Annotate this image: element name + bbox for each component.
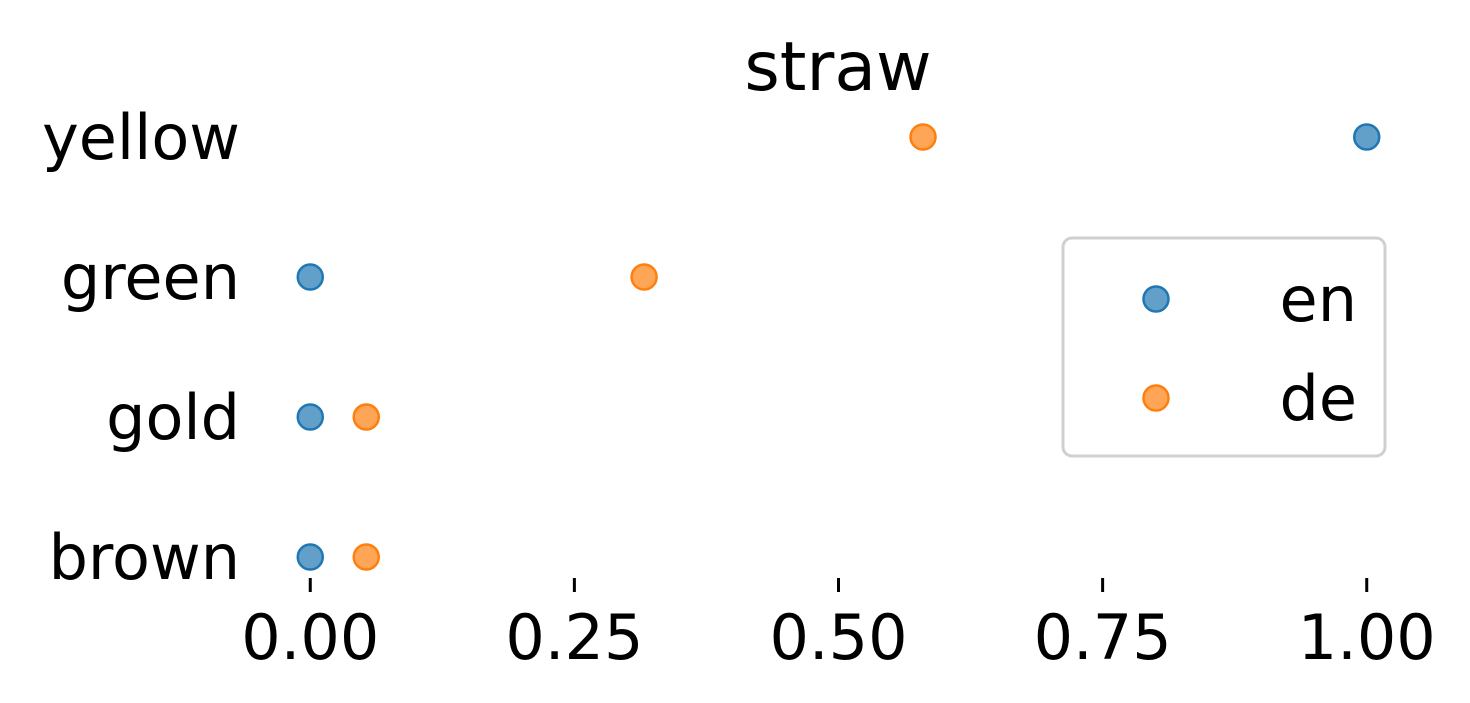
point-en-green [296, 263, 325, 291]
point-en-yellow [1352, 123, 1381, 151]
legend: en de [1061, 236, 1387, 458]
legend-label-en: en [1280, 263, 1357, 336]
point-de-yellow [909, 123, 937, 151]
legend-items: en de [1142, 263, 1358, 435]
x-tick-label: 1.00 [1298, 601, 1436, 674]
y-axis-labels: yellow green gold brown [42, 101, 240, 594]
y-tick-label-green: green [61, 241, 240, 314]
x-axis: 0.00 0.25 0.50 0.75 1.00 [241, 578, 1436, 674]
y-tick-label-brown: brown [49, 521, 240, 594]
point-en-gold [296, 403, 325, 431]
y-tick-label-yellow: yellow [42, 101, 240, 174]
point-de-green [630, 263, 658, 291]
legend-label-de: de [1280, 362, 1358, 435]
y-tick-label-gold: gold [106, 381, 240, 454]
point-en-brown [296, 543, 325, 571]
point-de-gold [352, 403, 381, 431]
legend-marker-de [1142, 384, 1170, 412]
data-points [296, 123, 1381, 571]
x-tick-label: 0.75 [1034, 601, 1172, 674]
x-tick-label: 0.50 [769, 601, 907, 674]
x-tick-label: 0.00 [241, 601, 379, 674]
legend-marker-en [1142, 285, 1170, 313]
x-tick-label: 0.25 [505, 601, 643, 674]
chart-title: straw [744, 28, 931, 107]
point-de-brown [352, 543, 381, 571]
